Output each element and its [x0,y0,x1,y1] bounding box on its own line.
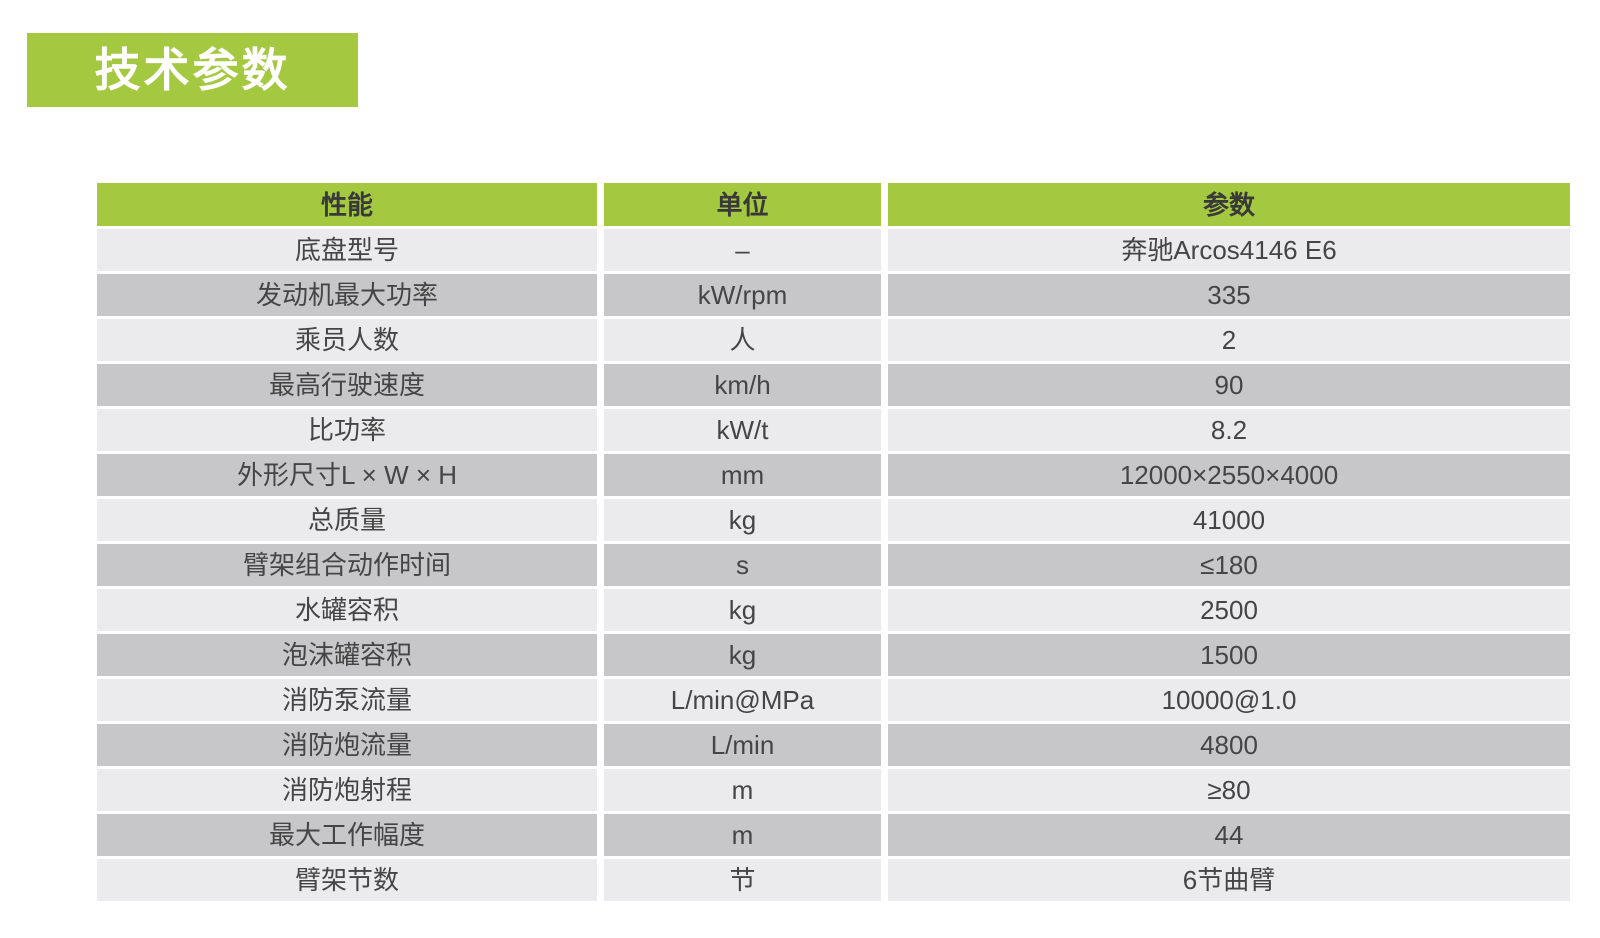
spec-name-cell: 臂架节数 [97,859,597,901]
spec-name-cell: 消防泵流量 [97,679,597,721]
spec-value-cell: 335 [888,274,1570,316]
spec-unit-cell: kg [604,499,881,541]
spec-value-cell: 44 [888,814,1570,856]
spec-value-cell: 2500 [888,589,1570,631]
spec-name-cell: 消防炮流量 [97,724,597,766]
spec-unit-cell: km/h [604,364,881,406]
spec-name-cell: 水罐容积 [97,589,597,631]
column-header: 性能 [97,183,597,226]
spec-name-cell: 消防炮射程 [97,769,597,811]
spec-value-cell: 6节曲臂 [888,859,1570,901]
spec-unit-cell: m [604,769,881,811]
spec-unit-cell: L/min@MPa [604,679,881,721]
spec-value-cell: 1500 [888,634,1570,676]
spec-value-cell: 90 [888,364,1570,406]
page-title-banner: 技术参数 [27,33,358,107]
spec-unit-cell: mm [604,454,881,496]
spec-unit-cell: kg [604,589,881,631]
spec-name-cell: 最大工作幅度 [97,814,597,856]
page-title: 技术参数 [94,44,291,96]
spec-table: 性能 单位 参数底盘型号 – 奔驰Arcos4146 E6 发动机最大功率 kW/rpm 33… [97,183,1570,901]
spec-value-cell: 奔驰Arcos4146 E6 [888,229,1570,271]
spec-name-cell: 臂架组合动作时间 [97,544,597,586]
spec-name-cell: 发动机最大功率 [97,274,597,316]
spec-name-cell: 泡沫罐容积 [97,634,597,676]
column-header: 参数 [888,183,1570,226]
spec-unit-cell: kW/rpm [604,274,881,316]
spec-name-cell: 底盘型号 [97,229,597,271]
spec-unit-cell: s [604,544,881,586]
spec-name-cell: 外形尺寸L × W × H [97,454,597,496]
spec-value-cell: 2 [888,319,1570,361]
spec-value-cell: 8.2 [888,409,1570,451]
column-header: 单位 [604,183,881,226]
spec-unit-cell: – [604,229,881,271]
spec-name-cell: 乘员人数 [97,319,597,361]
spec-unit-cell: 人 [604,319,881,361]
spec-name-cell: 最高行驶速度 [97,364,597,406]
spec-unit-cell: kW/t [604,409,881,451]
spec-value-cell: 10000@1.0 [888,679,1570,721]
spec-unit-cell: m [604,814,881,856]
spec-value-cell: ≤180 [888,544,1570,586]
spec-name-cell: 比功率 [97,409,597,451]
spec-value-cell: 4800 [888,724,1570,766]
spec-unit-cell: kg [604,634,881,676]
spec-value-cell: 12000×2550×4000 [888,454,1570,496]
spec-unit-cell: L/min [604,724,881,766]
spec-name-cell: 总质量 [97,499,597,541]
spec-value-cell: ≥80 [888,769,1570,811]
spec-unit-cell: 节 [604,859,881,901]
spec-value-cell: 41000 [888,499,1570,541]
